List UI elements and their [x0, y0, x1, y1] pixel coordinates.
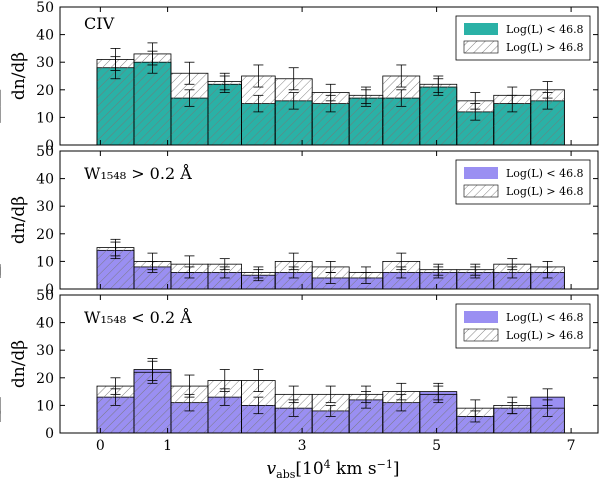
legend-swatch-filled	[464, 23, 498, 35]
x-tick-label: 0	[96, 438, 105, 454]
chart-panel-3: 0 10 20 30 40 50 0 1 3 5 7 dn/dβ W₁₅₄₈ < 0.2 Å Log(L)…	[0, 288, 599, 454]
y-tick-label: 30	[36, 343, 54, 359]
legend-label: Log(L) < 46.8	[506, 311, 584, 324]
x-tick-label: 5	[432, 438, 441, 454]
y-axis-label: dn/dβ	[9, 52, 29, 100]
legend-label: Log(L) > 46.8	[506, 41, 584, 54]
y-tick-label: 30	[36, 199, 54, 215]
chart-panel-2: 0 10 20 30 40 50 dn/dβ W₁₅₄₈ > 0.2 Å Log(L) < 46…	[0, 144, 599, 298]
legend-label: Log(L) < 46.8	[506, 167, 584, 180]
legend-swatch-hatched	[463, 328, 499, 342]
chart-panel-1: 0 10 20 30 40 50 dn/dβ CIV Log(L) < 46.8 Log(L) >…	[0, 0, 599, 154]
y-tick-label: 20	[36, 83, 54, 99]
y-tick-label: 0	[45, 282, 54, 298]
y-tick-label: 10	[36, 254, 54, 270]
panel-label: W₁₅₄₈ < 0.2 Å	[84, 307, 192, 327]
bar-hatched	[207, 81, 242, 146]
legend-swatch-filled	[464, 167, 498, 179]
plot-frame	[59, 294, 599, 434]
y-tick-label: 30	[36, 55, 54, 71]
x-tick-label: 1	[163, 438, 172, 454]
y-tick-label: 0	[45, 426, 54, 442]
y-tick-label: 20	[36, 371, 54, 387]
x-axis-label: vabs[104 km s−1]	[267, 458, 400, 481]
panel-label: CIV	[84, 14, 115, 33]
plot-frame	[59, 6, 599, 146]
y-tick-label: 0	[45, 138, 54, 154]
y-tick-label: 10	[36, 110, 54, 126]
legend-swatch-hatched	[463, 184, 499, 198]
bar-hatched	[170, 72, 209, 146]
y-tick-label: 40	[36, 28, 54, 44]
y-tick-label: 40	[36, 172, 54, 188]
y-tick-label: 50	[36, 144, 54, 160]
legend-label: Log(L) < 46.8	[506, 23, 584, 36]
y-tick-label: 20	[36, 227, 54, 243]
y-tick-label: 10	[36, 398, 54, 414]
y-tick-label: 40	[36, 316, 54, 332]
legend-swatch-filled	[464, 311, 498, 323]
y-axis-label: dn/dβ	[9, 196, 29, 244]
panel-label: W₁₅₄₈ > 0.2 Å	[84, 163, 192, 183]
legend-label: Log(L) > 46.8	[506, 185, 584, 198]
legend-label: Log(L) > 46.8	[506, 329, 584, 342]
x-tick-label: 7	[567, 438, 576, 454]
legend-swatch-hatched	[463, 40, 499, 54]
y-tick-label: 50	[36, 288, 54, 304]
y-tick-label: 50	[36, 0, 54, 16]
y-axis-label: dn/dβ	[9, 340, 29, 388]
plot-frame	[59, 150, 599, 290]
x-tick-label: 3	[298, 438, 307, 454]
